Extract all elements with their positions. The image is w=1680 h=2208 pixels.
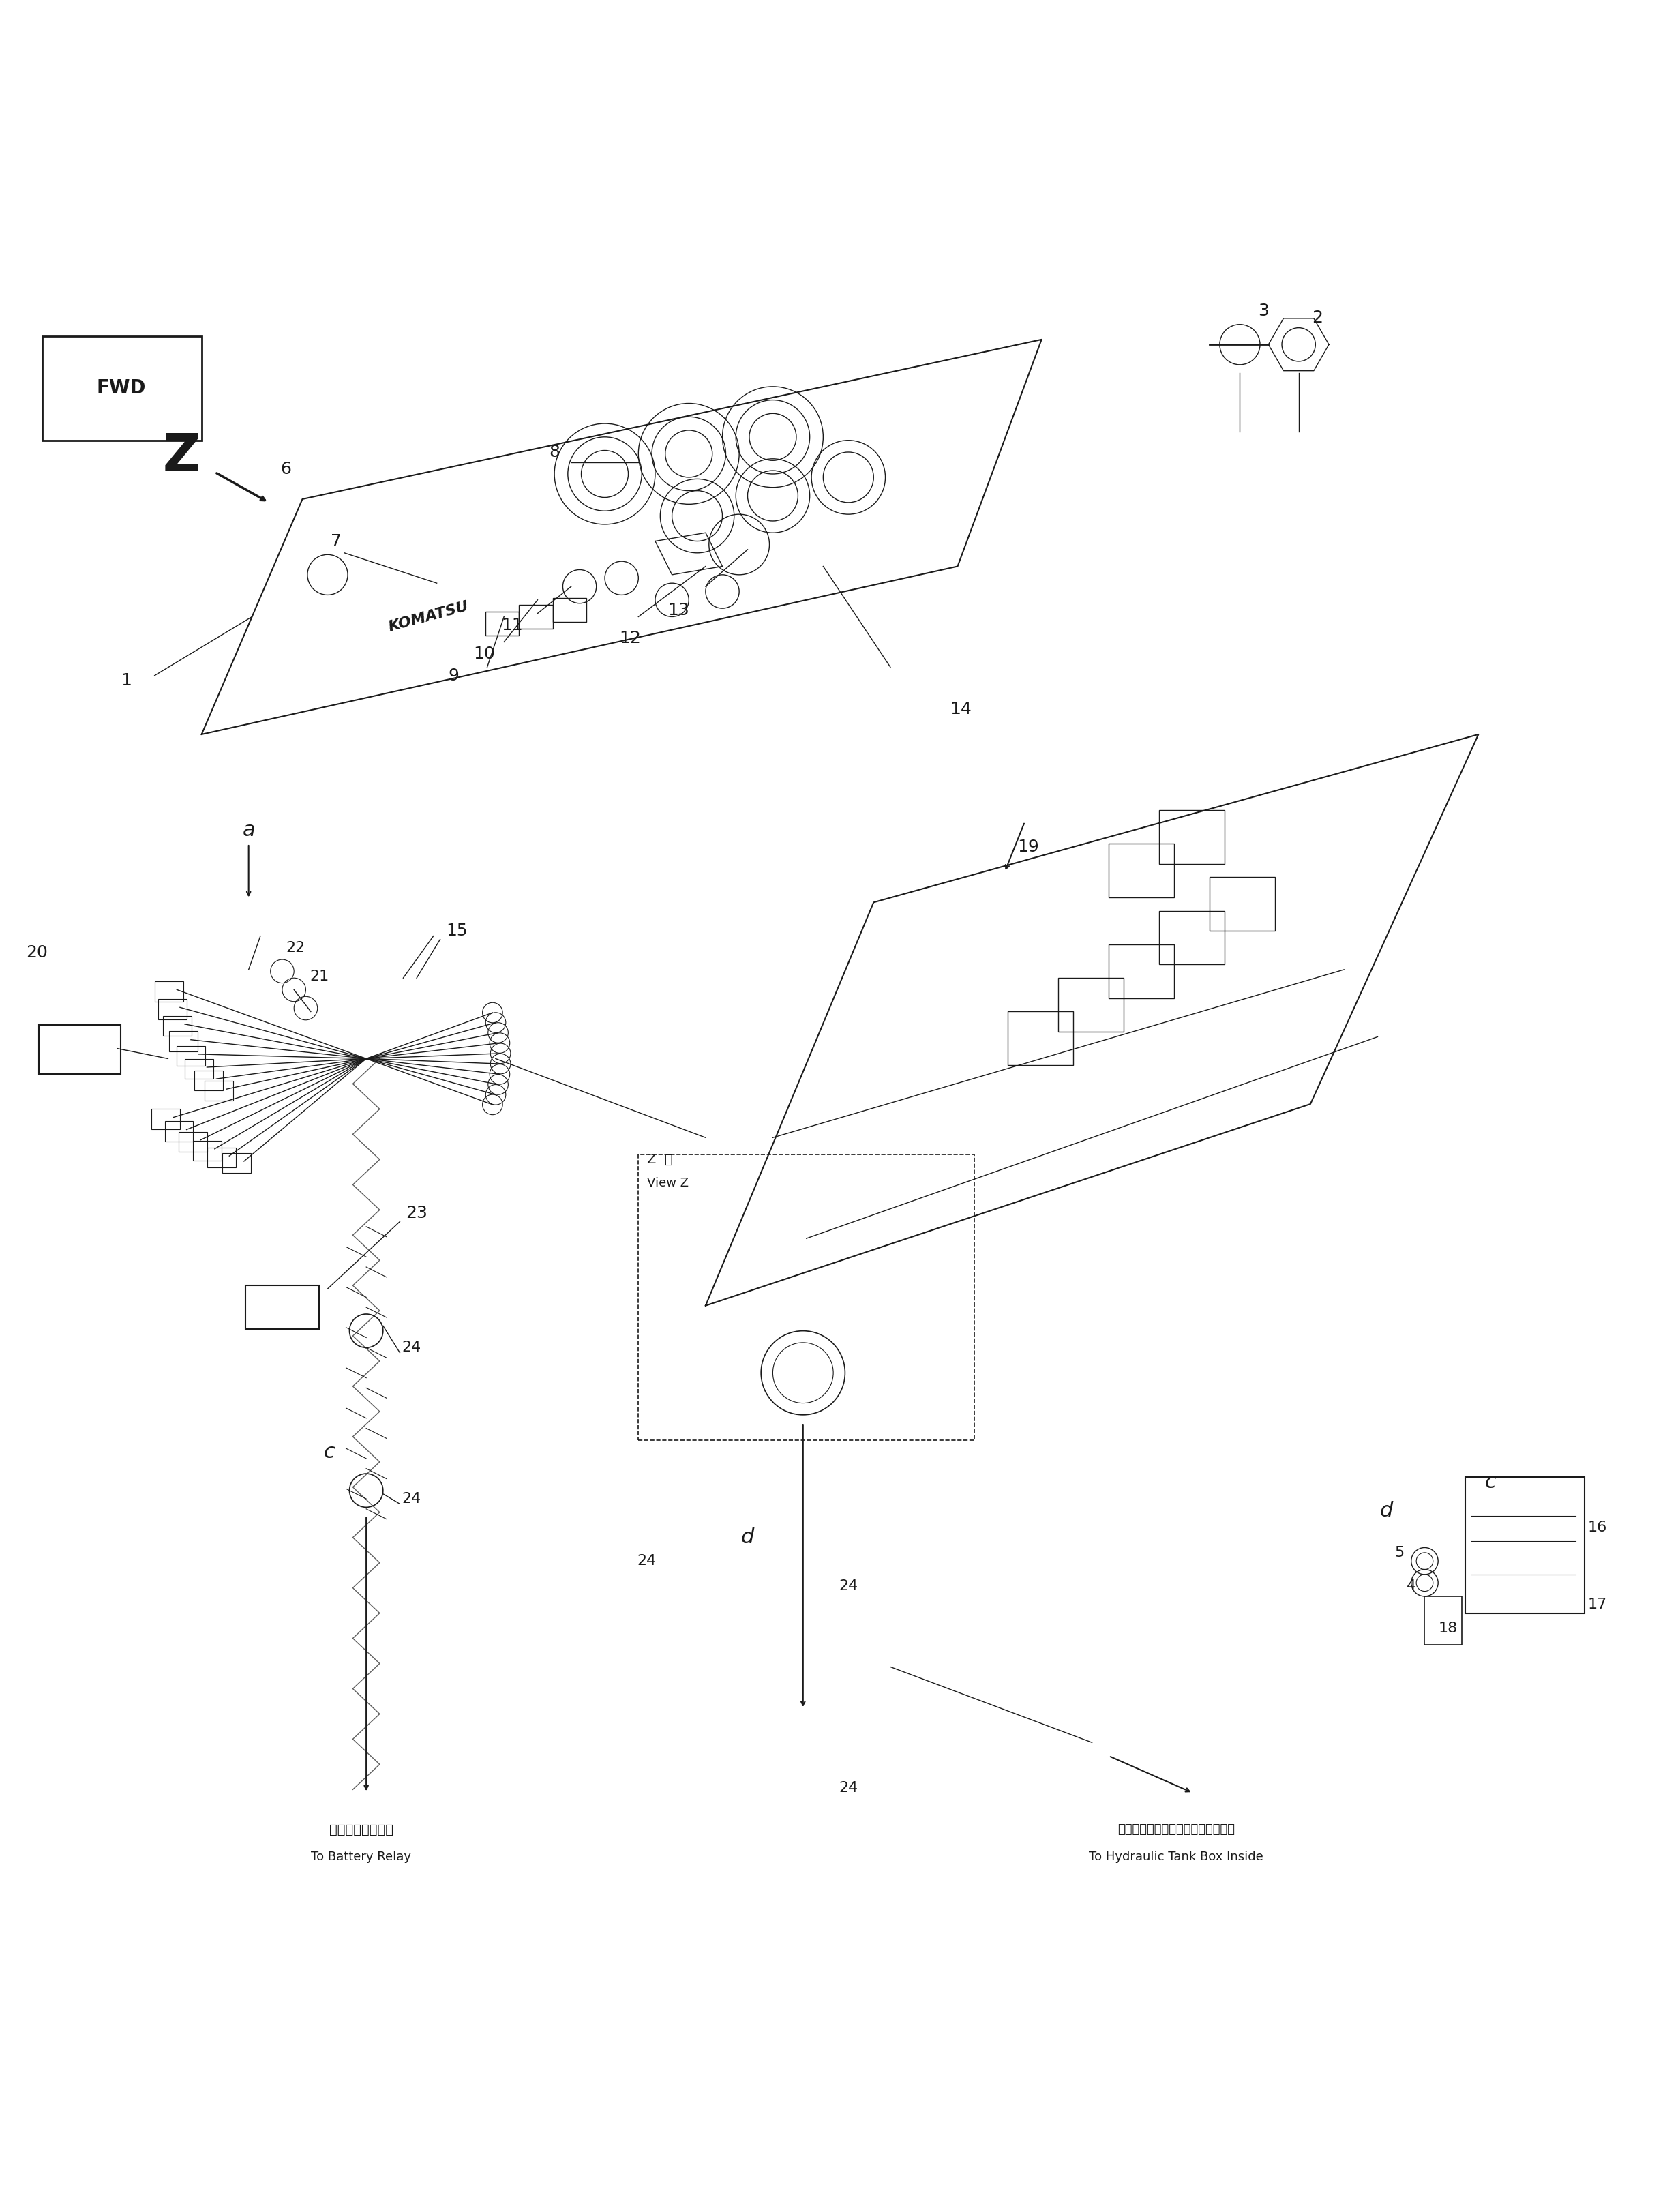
Text: c: c	[324, 1442, 334, 1462]
Text: 5: 5	[1394, 1546, 1404, 1559]
Text: 23: 23	[407, 1206, 427, 1221]
Text: 18: 18	[1438, 1621, 1458, 1636]
Text: 9: 9	[449, 667, 459, 684]
Text: 14: 14	[951, 700, 971, 718]
Text: ハイドロリックタンクボックス内へ: ハイドロリックタンクボックス内へ	[1117, 1824, 1235, 1837]
Text: 1: 1	[121, 673, 131, 689]
Text: To Battery Relay: To Battery Relay	[311, 1850, 412, 1864]
Text: バッテリリレーへ: バッテリリレーへ	[329, 1824, 393, 1837]
Text: FWD: FWD	[96, 380, 146, 397]
Text: 4: 4	[1406, 1579, 1416, 1592]
Text: 24: 24	[838, 1782, 858, 1795]
Text: 13: 13	[669, 603, 689, 618]
Text: 6: 6	[281, 461, 291, 477]
Text: 21: 21	[309, 969, 329, 983]
Text: 7: 7	[331, 532, 341, 550]
Text: 22: 22	[286, 941, 306, 954]
Text: c: c	[1485, 1473, 1495, 1493]
Text: 24: 24	[838, 1579, 858, 1592]
Text: 8: 8	[549, 444, 559, 459]
Text: d: d	[1379, 1501, 1393, 1521]
Text: 20: 20	[27, 945, 47, 960]
Text: 12: 12	[620, 631, 640, 647]
Text: KOMATSU: KOMATSU	[386, 598, 470, 634]
FancyBboxPatch shape	[42, 336, 202, 439]
Text: 24: 24	[637, 1554, 657, 1568]
Text: d: d	[741, 1528, 754, 1548]
Text: 3: 3	[1258, 302, 1268, 320]
Text: 19: 19	[1018, 839, 1038, 854]
Text: 11: 11	[502, 616, 522, 634]
Text: 24: 24	[402, 1340, 422, 1354]
Text: 16: 16	[1588, 1521, 1606, 1535]
Text: 17: 17	[1588, 1599, 1606, 1612]
Text: View Z: View Z	[647, 1177, 689, 1190]
Text: 15: 15	[447, 923, 467, 938]
Text: a: a	[242, 819, 255, 839]
Text: To Hydraulic Tank Box Inside: To Hydraulic Tank Box Inside	[1089, 1850, 1263, 1864]
Text: Z  視: Z 視	[647, 1153, 672, 1166]
Text: Z: Z	[163, 433, 200, 481]
Text: 2: 2	[1312, 309, 1322, 327]
Text: 24: 24	[402, 1493, 422, 1506]
Text: 10: 10	[474, 645, 494, 662]
